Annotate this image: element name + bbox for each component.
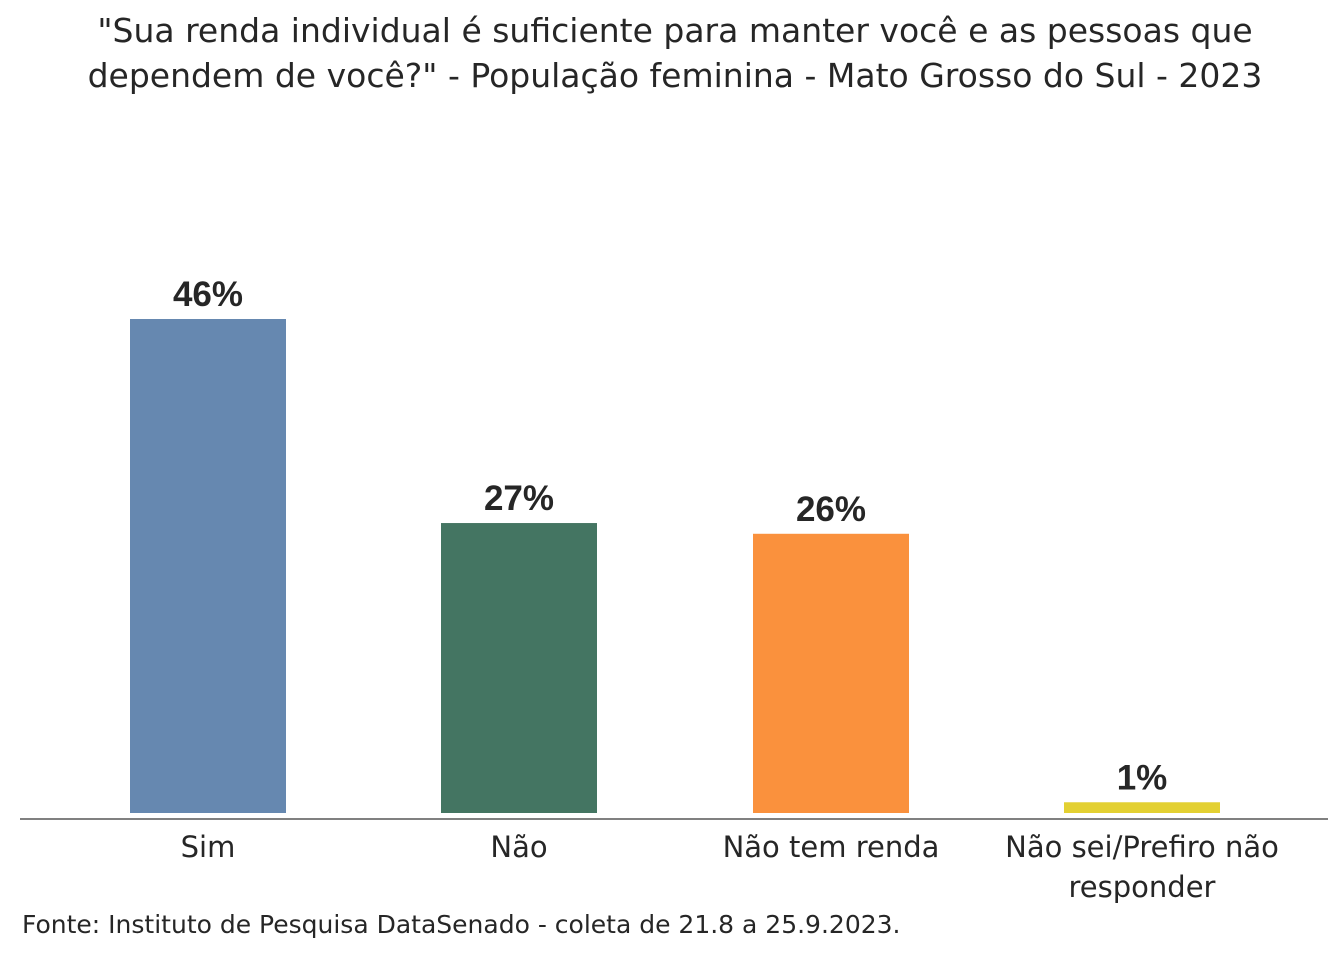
bar-2	[441, 523, 597, 813]
bar-3	[753, 533, 909, 813]
data-label-4: 1%	[1117, 758, 1168, 797]
bar-1	[130, 319, 286, 813]
bar-4	[1064, 802, 1220, 813]
source-note: Fonte: Instituto de Pesquisa DataSenado …	[22, 910, 901, 939]
data-label-1: 46%	[173, 275, 243, 314]
category-label-1: Sim	[181, 830, 236, 864]
category-label-2: Não	[490, 830, 547, 864]
category-label-4: Não sei/Prefiro não responder	[1005, 830, 1279, 904]
chart-title: "Sua renda individual é suficiente para …	[87, 11, 1263, 95]
data-label-3: 26%	[796, 490, 866, 529]
category-label-3: Não tem renda	[723, 830, 940, 864]
data-label-2: 27%	[484, 479, 554, 518]
